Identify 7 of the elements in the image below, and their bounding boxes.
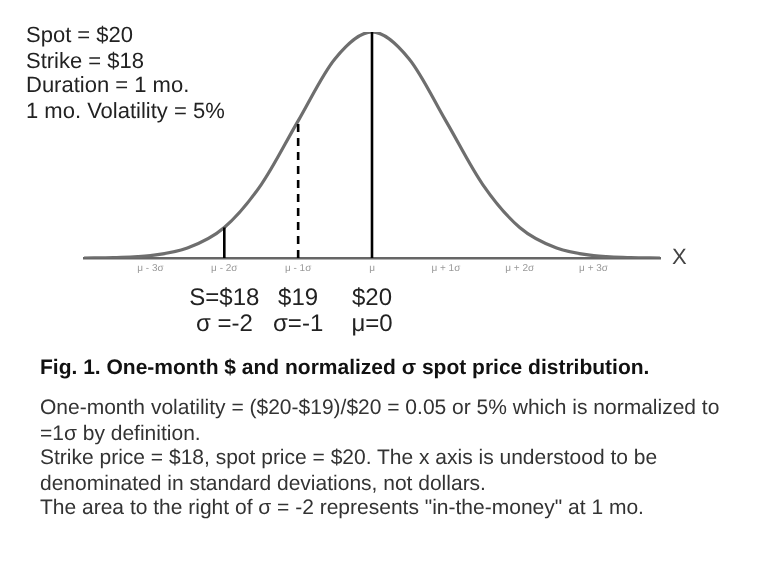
- ref-line-label: $19 σ=-1: [273, 282, 324, 337]
- ref-line-label: S=$18 σ =-2: [189, 282, 260, 337]
- x-axis-title: X: [672, 246, 688, 271]
- annotation: Spot = $20 Strike = $18 Duration = 1 mo. 1 mo. Volatility = 5%: [26, 24, 225, 124]
- text: Fig. 1. One-month $ and normalized σ spot price distribution.: [40, 356, 650, 380]
- text: One-month volatility = ($20-$19)/$20 = 0.05 or 5% which is normalized to =1σ by definition. Strike price = $18, spot price = $20. The x axis is understood to be denominated in standard deviations, not dollars. The area to the right of σ = -2 represents "in-the-money" at 1 mo.: [40, 396, 722, 521]
- ref-line-label: $20 μ=0: [351, 282, 394, 337]
